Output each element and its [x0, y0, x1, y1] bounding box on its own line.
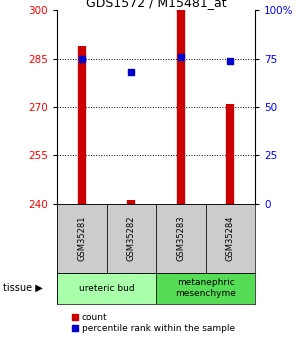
- Bar: [57, 273, 156, 304]
- Text: metanephric
mesenchyme: metanephric mesenchyme: [175, 278, 236, 298]
- Legend: count, percentile rank within the sample: count, percentile rank within the sample: [68, 309, 239, 337]
- Bar: [156, 273, 255, 304]
- Text: GSM35281: GSM35281: [77, 215, 86, 261]
- Text: GSM35282: GSM35282: [127, 215, 136, 261]
- Bar: [106, 204, 156, 273]
- Bar: [156, 204, 206, 273]
- Text: GSM35284: GSM35284: [226, 215, 235, 261]
- Title: GDS1572 / M15481_at: GDS1572 / M15481_at: [86, 0, 226, 9]
- Text: ureteric bud: ureteric bud: [79, 284, 134, 293]
- Bar: [57, 204, 106, 273]
- Text: GSM35283: GSM35283: [176, 215, 185, 261]
- Text: tissue ▶: tissue ▶: [3, 283, 43, 293]
- Bar: [206, 204, 255, 273]
